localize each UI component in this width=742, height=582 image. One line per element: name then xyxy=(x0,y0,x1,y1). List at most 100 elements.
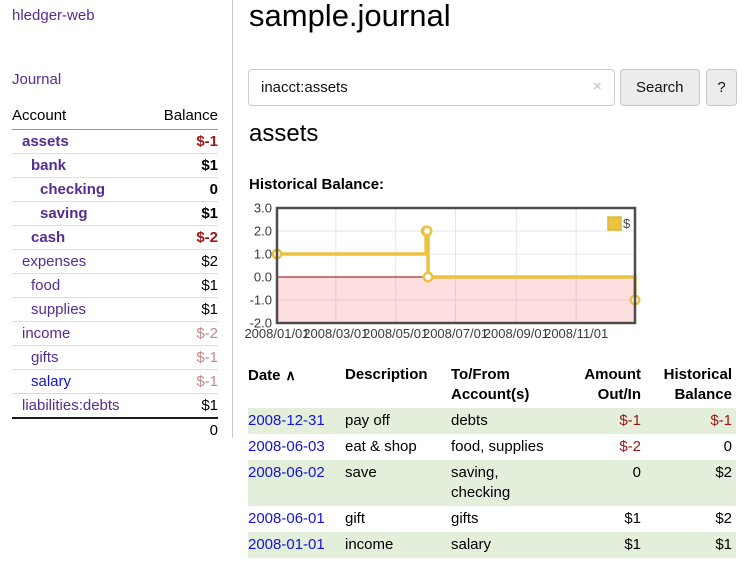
account-row: liabilities:debts $1 xyxy=(12,393,218,419)
account-link[interactable]: saving xyxy=(40,205,88,222)
transaction-row: 2008-12-31 pay off debts $-1 $-1 xyxy=(248,408,736,434)
account-balance: $1 xyxy=(148,393,218,419)
account-link[interactable]: income xyxy=(22,325,71,342)
transaction-balance: $1 xyxy=(715,536,732,553)
transaction-amount: $-1 xyxy=(619,412,641,429)
accounts-header-balance: Balance xyxy=(148,103,218,130)
accounts-total: 0 xyxy=(148,417,218,442)
transaction-row: 2008-06-02 save saving, checking 0 $2 xyxy=(248,460,736,506)
account-link[interactable]: salary xyxy=(31,373,72,390)
account-link[interactable]: assets xyxy=(22,133,69,150)
account-link[interactable]: checking xyxy=(40,181,106,198)
transaction-date-link[interactable]: 2008-06-03 xyxy=(248,438,325,455)
chart-label: Historical Balance: xyxy=(249,176,385,193)
transaction-balance: $2 xyxy=(715,464,732,481)
account-balance: $1 xyxy=(148,297,218,322)
account-balance: $1 xyxy=(148,273,218,298)
total-spacer xyxy=(12,417,149,442)
x-axis-tick-label: 2008/03/01 xyxy=(303,326,368,341)
transactions-table: Date ∧ Description To/From Account(s) Amo… xyxy=(248,362,736,558)
sidebar-item-journal[interactable]: Journal xyxy=(12,71,62,88)
data-point-marker[interactable] xyxy=(421,225,433,237)
column-header-balance: Historical Balance xyxy=(663,366,732,403)
account-link[interactable]: food xyxy=(31,277,61,294)
transaction-accounts: salary xyxy=(451,536,492,553)
legend-label: $ xyxy=(623,216,631,231)
transaction-date-link[interactable]: 2008-12-31 xyxy=(248,412,325,429)
account-row: checking 0 xyxy=(12,177,218,202)
y-axis-tick-label: -2.0 xyxy=(250,316,272,331)
y-axis-tick-label: 0.0 xyxy=(254,270,272,285)
account-row: income $-2 xyxy=(12,321,218,346)
account-link[interactable]: supplies xyxy=(31,301,87,318)
transaction-balance: $2 xyxy=(715,510,732,527)
y-axis-tick-label: -1.0 xyxy=(250,293,272,308)
transaction-description: gift xyxy=(345,510,366,527)
account-row: supplies $1 xyxy=(12,297,218,322)
transaction-accounts: gifts xyxy=(451,510,479,527)
transaction-description: save xyxy=(345,464,377,481)
chart-svg: $3.0 2.0 1.0 0.0 -1.0 -2.02008/01/012008/03/0… xyxy=(244,201,641,341)
account-link[interactable]: bank xyxy=(31,157,67,174)
account-row: expenses $2 xyxy=(12,249,218,274)
legend-swatch xyxy=(607,216,622,231)
transaction-amount: $-2 xyxy=(619,438,641,455)
x-axis-tick-label: 2008/05/01 xyxy=(363,326,428,341)
data-point-marker[interactable] xyxy=(422,271,434,283)
y-axis-tick-label: 2.0 xyxy=(254,224,272,239)
account-balance: $1 xyxy=(148,153,218,178)
transaction-balance: 0 xyxy=(723,438,732,455)
sort-asc-icon: ∧ xyxy=(285,367,296,383)
brand-link[interactable]: hledger-web xyxy=(12,7,95,24)
transactions-header-row: Date ∧ Description To/From Account(s) Amo… xyxy=(248,362,736,408)
account-balance: $-1 xyxy=(148,129,218,154)
transaction-description: eat & shop xyxy=(345,438,417,455)
account-link[interactable]: gifts xyxy=(31,349,59,366)
x-axis-tick-label: 2008/01/01 xyxy=(244,326,309,341)
search-clear-icon[interactable]: × xyxy=(593,78,602,95)
x-axis-tick-label: 2008/09/01 xyxy=(484,326,549,341)
account-row: assets $-1 xyxy=(12,129,218,154)
transaction-date-link[interactable]: 2008-06-02 xyxy=(248,464,325,481)
transaction-balance: $-1 xyxy=(710,412,732,429)
column-header-description: Description xyxy=(345,366,428,383)
transaction-accounts: debts xyxy=(451,412,488,429)
account-balance: $-2 xyxy=(148,225,218,250)
account-balance: $1 xyxy=(148,201,218,226)
search-button[interactable]: Search xyxy=(620,69,700,106)
accounts-total-row: 0 xyxy=(12,417,218,442)
transaction-row: 2008-01-01 income salary $1 $1 xyxy=(248,532,736,558)
column-header-date[interactable]: Date ∧ xyxy=(248,367,296,384)
account-link[interactable]: liabilities:debts xyxy=(22,397,120,414)
transaction-accounts: food, supplies xyxy=(451,438,544,455)
y-axis-tick-label: 1.0 xyxy=(254,247,272,262)
transaction-amount: $1 xyxy=(624,510,641,527)
account-balance: $-2 xyxy=(148,321,218,346)
account-balance: $-1 xyxy=(148,345,218,370)
search-input[interactable] xyxy=(248,69,615,106)
account-balance: $2 xyxy=(148,249,218,274)
account-row: gifts $-1 xyxy=(12,345,218,370)
help-button[interactable]: ? xyxy=(706,69,737,106)
account-link[interactable]: expenses xyxy=(22,253,87,270)
account-balance: 0 xyxy=(148,177,218,202)
account-link[interactable]: cash xyxy=(31,229,66,246)
x-axis-tick-label: 2008/07/01 xyxy=(423,326,488,341)
transaction-amount: 0 xyxy=(632,464,641,481)
accounts-header-account: Account xyxy=(12,103,149,130)
y-axis-tick-label: 3.0 xyxy=(254,201,272,216)
transaction-row: 2008-06-01 gift gifts $1 $2 xyxy=(248,506,736,532)
transaction-date-link[interactable]: 2008-06-01 xyxy=(248,510,325,527)
account-balance: $-1 xyxy=(148,369,218,394)
account-row: food $1 xyxy=(12,273,218,298)
column-header-amount: Amount Out/In xyxy=(584,366,641,403)
transaction-row: 2008-06-03 eat & shop food, supplies $-2 0 xyxy=(248,434,736,460)
historical-balance-chart[interactable]: $3.0 2.0 1.0 0.0 -1.0 -2.0 2008/01/01 2008/03/0… xyxy=(240,197,642,345)
transaction-description: income xyxy=(345,536,394,553)
transaction-description: pay off xyxy=(345,412,390,429)
x-axis-tick-label: 2008/11/01 xyxy=(544,326,608,341)
transaction-date-link[interactable]: 2008-01-01 xyxy=(248,536,325,553)
accounts-header-row: Account Balance xyxy=(12,103,218,130)
account-row: salary $-1 xyxy=(12,369,218,394)
